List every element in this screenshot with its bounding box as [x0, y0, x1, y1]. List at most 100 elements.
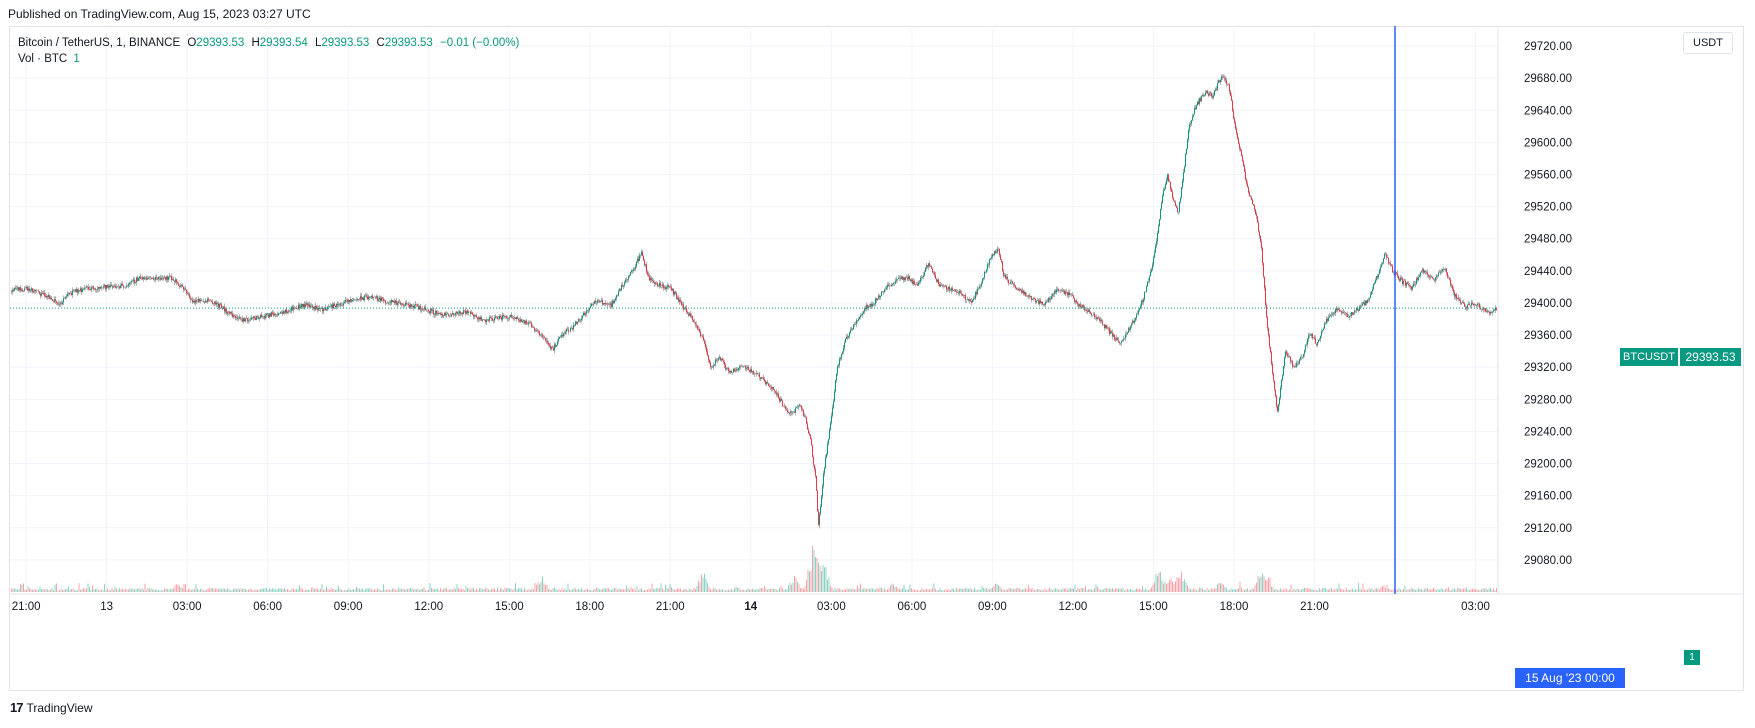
volume-bar — [1427, 588, 1428, 592]
volume-bar — [867, 588, 869, 592]
volume-bar — [272, 588, 273, 592]
volume-bar — [150, 588, 152, 592]
volume-bar — [659, 588, 660, 592]
volume-bar — [545, 584, 546, 592]
volume-bar — [1220, 583, 1221, 592]
volume-bar — [443, 588, 444, 592]
volume-bar — [644, 589, 645, 592]
volume-bar — [539, 584, 540, 592]
volume-bar — [29, 588, 30, 592]
volume-bar — [677, 588, 678, 592]
volume-bar — [566, 589, 567, 592]
legend-volume-label[interactable]: Vol · BTC — [18, 53, 68, 65]
volume-bar — [1104, 588, 1106, 592]
legend-symbol[interactable]: Bitcoin / TetherUS, 1, BINANCE — [18, 37, 181, 49]
volume-bar — [741, 589, 743, 592]
y-tick-label: 29160.00 — [1524, 491, 1572, 503]
volume-bar — [872, 588, 873, 592]
volume-bar — [74, 590, 75, 592]
volume-bar — [588, 590, 590, 592]
volume-bar — [585, 588, 587, 592]
volume-bar — [923, 590, 924, 592]
y-tick-label: 29320.00 — [1524, 362, 1572, 374]
volume-bar — [401, 588, 402, 592]
volume-bar — [1452, 588, 1454, 592]
volume-bar — [785, 589, 786, 592]
volume-bar — [980, 589, 981, 592]
volume-bar — [297, 589, 299, 592]
volume-bar — [414, 588, 416, 592]
volume-bar — [1404, 585, 1406, 592]
volume-bar — [1248, 590, 1250, 592]
volume-bar — [1031, 589, 1032, 592]
volume-bar — [69, 589, 71, 592]
volume-bar — [900, 589, 902, 592]
volume-bar — [1320, 589, 1322, 592]
volume-bar — [597, 588, 599, 592]
volume-bar — [44, 589, 45, 592]
volume-bar — [282, 588, 284, 592]
volume-bar — [513, 588, 515, 592]
tradingview-brand[interactable]: 17 TradingView — [10, 700, 93, 715]
volume-bar — [380, 590, 381, 592]
volume-bar — [1194, 589, 1196, 592]
volume-bar — [917, 589, 918, 592]
volume-bar — [935, 588, 936, 592]
x-tick-label: 06:00 — [253, 601, 282, 613]
volume-bar — [1049, 587, 1050, 592]
volume-bar — [1380, 587, 1382, 592]
volume-bar — [1173, 583, 1175, 592]
volume-bar — [639, 588, 641, 592]
volume-bar — [1208, 589, 1209, 592]
volume-bar — [1179, 578, 1181, 592]
volume-bar — [434, 589, 435, 592]
volume-bar — [569, 589, 570, 592]
volume-bar — [363, 590, 365, 592]
volume-bar — [362, 588, 363, 592]
volume-bar — [963, 588, 965, 592]
volume-bar — [359, 588, 360, 592]
volume-bar — [762, 588, 764, 592]
volume-bar — [87, 583, 89, 592]
volume-bar — [1475, 589, 1476, 592]
volume-bar — [1200, 587, 1202, 592]
volume-bar — [1095, 584, 1097, 592]
volume-bar — [735, 586, 737, 592]
volume-bar — [24, 589, 26, 592]
volume-bar — [159, 590, 161, 592]
volume-bar — [72, 588, 74, 592]
volume-bar — [1425, 588, 1427, 592]
volume-bar — [467, 588, 468, 592]
chart-pane[interactable] — [9, 26, 1744, 691]
volume-bar — [1160, 571, 1161, 592]
volume-bar — [786, 589, 788, 592]
volume-bar — [1280, 588, 1281, 592]
volume-bar — [108, 590, 110, 592]
volume-bar — [767, 589, 768, 592]
volume-bar — [1254, 585, 1256, 592]
volume-bar — [960, 588, 962, 592]
volume-bar — [614, 587, 615, 592]
volume-bar — [518, 588, 519, 592]
volume-bar — [1343, 589, 1344, 592]
volume-bar — [35, 589, 36, 592]
volume-bar — [1136, 588, 1137, 592]
volume-bar — [1355, 589, 1356, 592]
x-tick-label: 15:00 — [1139, 601, 1168, 613]
volume-bar — [21, 584, 23, 592]
brand-name: TradingView — [26, 700, 93, 715]
volume-bar — [435, 588, 437, 592]
volume-bar — [341, 589, 342, 592]
volume-bar — [536, 585, 537, 592]
volume-bar — [174, 585, 176, 592]
volume-bar — [530, 589, 531, 592]
volume-bar — [992, 587, 993, 592]
volume-bar — [771, 588, 773, 592]
volume-bar — [1413, 588, 1415, 592]
volume-bar — [278, 588, 279, 592]
volume-bar — [503, 590, 504, 592]
currency-selector-button[interactable]: USDT — [1683, 32, 1733, 54]
volume-bar — [1260, 576, 1262, 592]
volume-bar — [1488, 588, 1490, 592]
